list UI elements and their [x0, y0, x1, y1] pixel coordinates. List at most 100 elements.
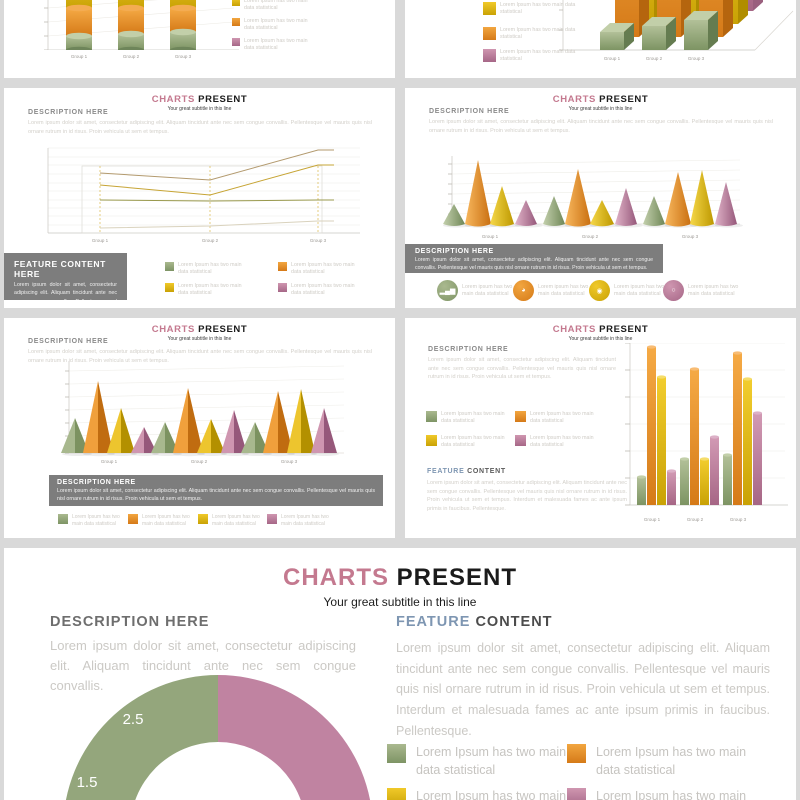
slide-thumbnail-line-chart[interactable]: CHARTS PRESENT Your great subtitle in th… — [4, 88, 395, 308]
legend-label: Lorem Ipsum has two main data statistica… — [530, 411, 594, 425]
legend-item: Lorem Ipsum has two main data statistica… — [483, 2, 578, 17]
slide-thumbnail-3d-bar-chart[interactable]: CHARTS PRESENT Your great subtitle in th… — [405, 0, 796, 78]
feature-text: Lorem ipsum dolor sit amet, consectetur … — [427, 480, 627, 512]
x-axis-label: Group 2 — [645, 56, 663, 61]
description-heading: DESCRIPTION HERE — [28, 338, 109, 345]
description-heading: DESCRIPTION HERE — [28, 109, 109, 116]
legend-item: Lorem Ipsum has two main data statistica… — [567, 744, 756, 779]
description-box: DESCRIPTION HERE Lorem ipsum dolor sit a… — [405, 244, 663, 273]
feature-heading-accent: FEATURE — [427, 468, 465, 475]
legend-label: Lorem Ipsum has two main data statistica… — [596, 789, 747, 800]
legend-label: Lorem Ipsum has two main data statistica… — [530, 435, 594, 449]
legend-item: Lorem Ipsum has two main data statistica… — [278, 283, 359, 298]
legend-label: Lorem Ipsum has two main data statistica… — [500, 2, 576, 16]
description-heading: DESCRIPTION HERE — [428, 346, 509, 353]
slide-large-donut-chart[interactable]: CHARTS PRESENT Your great subtitle in th… — [4, 548, 796, 800]
description-box-text: Lorem ipsum dolor sit amet, consectetur … — [415, 257, 653, 272]
slide-title-accent: CHARTS — [151, 94, 195, 105]
legend-swatch-pink — [278, 283, 287, 292]
legend-item: Lorem Ipsum has two main data statistica… — [426, 411, 505, 426]
legend-item: Lorem Ipsum has two main data statistica… — [567, 788, 756, 800]
description-text: Lorem ipsum dolor sit amet, consectetur … — [429, 119, 773, 134]
feature-heading: FEATURE CONTENT — [396, 614, 553, 630]
slide-subtitle: Your great subtitle in this line — [167, 336, 232, 342]
legend-item: ◕ Lorem ipsum has two main data statistic… — [513, 280, 598, 301]
description-box: DESCRIPTION HERE Lorem ipsum dolor sit a… — [49, 475, 383, 506]
legend-swatch-pink — [232, 38, 240, 46]
legend-item: Lorem Ipsum has two main data statistica… — [483, 27, 578, 42]
x-axis-label: Group 3 — [729, 517, 747, 522]
donut-value-orange: 1.5 — [76, 774, 98, 791]
x-axis-label: Group 1 — [70, 54, 88, 59]
x-axis-label: Group 1 — [603, 56, 621, 61]
legend-item: Lorem Ipsum has two main data statistica… — [483, 49, 578, 64]
slide-thumbnail-column-chart[interactable]: CHARTS PRESENT Your great subtitle in th… — [405, 318, 796, 538]
legend-swatch-yellow — [165, 283, 174, 292]
legend-label: Lorem Ipsum has two main data statistica… — [500, 49, 576, 63]
cylinder-chart — [34, 0, 244, 54]
legend-label: Lorem Ipsum has two main data statistica… — [244, 38, 308, 52]
slide-title-accent: CHARTS — [552, 94, 596, 105]
description-box-text: Lorem ipsum dolor sit amet, consectetur … — [57, 488, 375, 503]
slide-title: CHARTS PRESENT — [4, 564, 796, 592]
legend-label: Lorem Ipsum has two main data statistica… — [291, 283, 355, 297]
slide-title-rest: PRESENT — [599, 94, 649, 105]
feature-heading-accent: FEATURE — [396, 614, 471, 630]
legend-item: Lorem Ipsum has two main data statistica… — [387, 744, 576, 779]
donut-value-green: 2.5 — [122, 711, 144, 728]
slide-title: CHARTS PRESENT — [405, 324, 796, 335]
slide-thumbnail-pyramid-chart[interactable]: CHARTS PRESENT Your great subtitle in th… — [4, 318, 395, 538]
legend-label: Lorem Ipsum has two main data statistica… — [291, 262, 355, 276]
description-box-title: DESCRIPTION HERE — [57, 479, 136, 486]
slide-title: CHARTS PRESENT — [4, 94, 395, 105]
slide-subtitle: Your great subtitle in this line — [167, 106, 232, 112]
legend-label: Lorem ipsum has two main data statistica… — [614, 284, 665, 298]
legend-label: Lorem ipsum has two main data statistica… — [538, 284, 589, 298]
legend-swatch-green — [58, 514, 68, 524]
legend-item: Lorem Ipsum has two main data statistica… — [387, 788, 576, 800]
legend-label: Lorem Ipsum has two main data statistica… — [596, 745, 747, 777]
x-axis-label: Group 2 — [201, 238, 219, 243]
legend-swatch-green — [387, 744, 406, 763]
legend-swatch-pink — [515, 435, 526, 446]
legend-label: Lorem Ipsum has two main data statistica… — [441, 435, 505, 449]
legend-swatch-orange — [232, 18, 240, 26]
x-axis-label: Group 2 — [581, 234, 599, 239]
legend-item: Lorem Ipsum has two main data statistica… — [232, 0, 310, 13]
feature-heading-rest: CONTENT — [475, 614, 553, 630]
ring-icon: ○ — [663, 280, 684, 301]
slide-header: CHARTS PRESENT Your great subtitle in th… — [4, 324, 395, 342]
description-text: Lorem ipsum dolor sit amet, consectetur … — [428, 357, 616, 381]
legend-item: ○ Lorem ipsum has two main data statistic… — [663, 280, 748, 301]
feature-box-text: Lorem ipsum dolor sit amet, consectetur … — [14, 282, 117, 300]
legend-label: Lorem Ipsum has two main data statistica… — [178, 283, 242, 297]
feature-text: Lorem ipsum dolor sit amet, consectetur … — [396, 641, 770, 738]
slide-thumbnail-cylinder-chart[interactable]: CHARTS PRESENT Your great subtitle in th… — [4, 0, 395, 78]
cuboid-3d-chart — [545, 0, 795, 53]
slide-title-accent: CHARTS — [282, 564, 389, 591]
legend-item: ◉ Lorem ipsum has two main data statistic… — [589, 280, 674, 301]
icon-glyph: ◕ — [521, 287, 526, 294]
globe-icon: ◉ — [589, 280, 610, 301]
slide-header: CHARTS PRESENT Your great subtitle in th… — [4, 94, 395, 112]
legend-label: Lorem Ipsum has two main data statistica… — [72, 514, 120, 527]
icon-glyph: ○ — [671, 287, 676, 294]
slide-title-accent: CHARTS — [151, 324, 195, 335]
description-text: Lorem ipsum dolor sit amet, consectetur … — [28, 349, 372, 364]
legend-swatch-green — [426, 411, 437, 422]
legend-label: Lorem ipsum has two main data statistica… — [688, 284, 739, 298]
legend-swatch-orange — [483, 27, 496, 40]
slide-title-accent: CHARTS — [552, 324, 596, 335]
legend-label: Lorem Ipsum has two main data statistica… — [416, 745, 567, 777]
line-chart — [40, 146, 370, 236]
legend-swatch-pink — [267, 514, 277, 524]
legend-item: Lorem Ipsum has two main data statistica… — [278, 262, 359, 277]
x-axis-label: Group 1 — [91, 238, 109, 243]
x-axis-label: Group 3 — [280, 459, 298, 464]
slide-thumbnail-cone-chart[interactable]: CHARTS PRESENT Your great subtitle in th… — [405, 88, 796, 308]
legend-label: Lorem Ipsum has two main data statistica… — [244, 0, 308, 12]
x-axis-label: Group 1 — [643, 517, 661, 522]
legend-item: Lorem Ipsum has two main data statistica… — [515, 411, 594, 426]
slide-subtitle: Your great subtitle in this line — [568, 336, 633, 342]
